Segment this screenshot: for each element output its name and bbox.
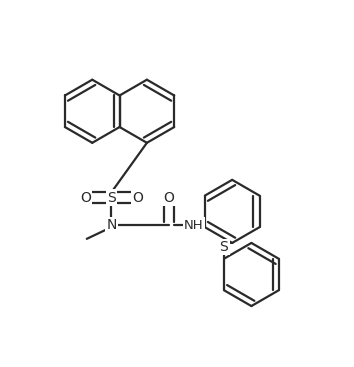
- Text: NH: NH: [184, 219, 204, 232]
- Text: S: S: [107, 191, 116, 205]
- Text: O: O: [80, 191, 91, 205]
- Text: O: O: [132, 191, 143, 205]
- Text: N: N: [106, 218, 117, 232]
- Text: S: S: [219, 240, 228, 254]
- Text: O: O: [164, 191, 175, 205]
